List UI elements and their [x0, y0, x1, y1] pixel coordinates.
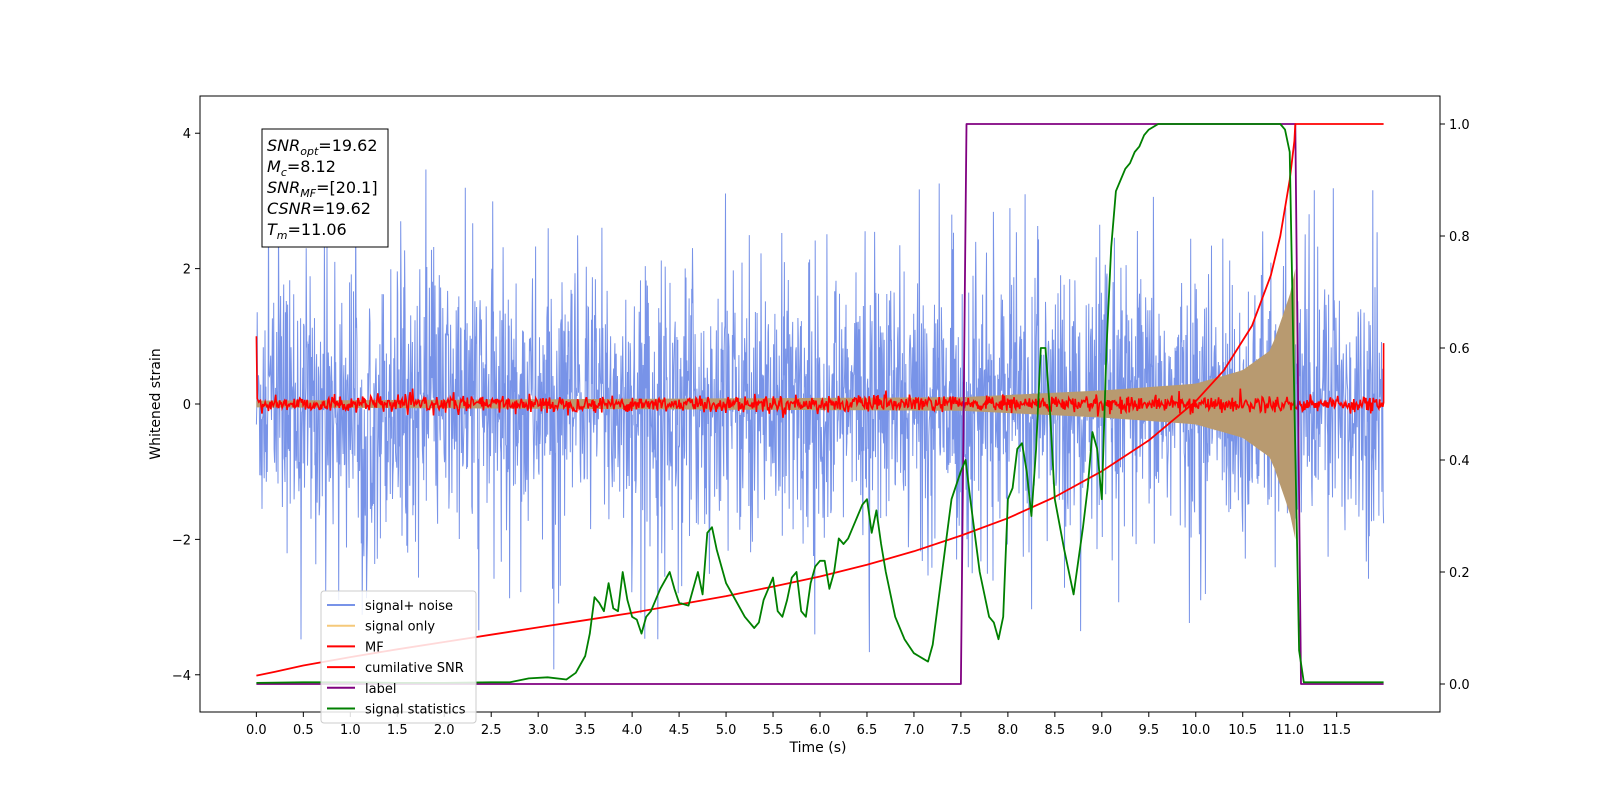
- y2-tick-label: 0.0: [1449, 678, 1470, 693]
- x-axis-label: Time (s): [789, 740, 847, 756]
- x-tick-label: 9.5: [1138, 723, 1159, 738]
- legend-item: signal+ noise: [327, 599, 453, 614]
- series-label-line: [256, 123, 1384, 685]
- y2-tick-label: 0.6: [1449, 342, 1470, 357]
- y2-tick-label: 0.8: [1449, 230, 1470, 245]
- y-tick-label: 2: [183, 263, 191, 278]
- x-tick-label: 3.0: [528, 723, 549, 738]
- series-signal-statistics-line: [256, 123, 1384, 684]
- y2-tick-label: 0.4: [1449, 454, 1470, 469]
- x-tick-label: 3.5: [575, 723, 596, 738]
- y-axis-right: 1.0 0.8 0.6 0.4 0.2 0.0: [1440, 118, 1470, 693]
- legend-label: MF: [365, 640, 384, 655]
- legend-item: signal statistics: [327, 703, 466, 718]
- annotation-line: Tm=11.06: [267, 220, 347, 242]
- x-tick-label: 10.5: [1228, 723, 1257, 738]
- annotation-line: SNRopt=19.62: [267, 136, 378, 158]
- x-tick-label: 5.0: [716, 723, 737, 738]
- x-tick-label: 4.0: [622, 723, 643, 738]
- series-mf-line: [255, 336, 1385, 418]
- x-tick-label: 7.0: [904, 723, 925, 738]
- annotation-line: Mc=8.12: [267, 157, 336, 179]
- y-axis-label: Whitened strain: [148, 348, 164, 459]
- legend: signal+ noise signal only MF cumilative SNR…: [320, 590, 477, 724]
- y-tick-label: 4: [183, 127, 191, 142]
- legend-label: signal statistics: [365, 703, 466, 718]
- legend-item: MF: [327, 640, 384, 655]
- x-tick-label: 2.5: [481, 723, 502, 738]
- x-tick-label: 8.0: [998, 723, 1019, 738]
- y2-tick-label: 0.2: [1449, 566, 1470, 581]
- x-tick-label: 4.5: [669, 723, 690, 738]
- x-tick-label: 2.0: [434, 723, 455, 738]
- x-axis: 0.0 0.5 1.0 1.5 2.0 2.5 3.0 3.5 4.0 4.5 5.0 5.5 6.0 6…: [246, 712, 1351, 738]
- annotation-line: SNRMF=[20.1]: [267, 178, 378, 200]
- annotation-line: CSNR=19.62: [267, 199, 371, 218]
- x-tick-label: 9.0: [1091, 723, 1112, 738]
- y-tick-label: −4: [172, 669, 191, 684]
- annotation-frame: [261, 128, 389, 248]
- y2-tick-label: 1.0: [1449, 118, 1470, 133]
- x-tick-label: 5.5: [763, 723, 784, 738]
- x-tick-label: 1.5: [387, 723, 408, 738]
- y-axis-left: 4 2 0 −2 −4: [172, 127, 200, 684]
- x-tick-label: 6.5: [857, 723, 878, 738]
- x-tick-label: 0.5: [293, 723, 314, 738]
- y-tick-label: −2: [172, 533, 191, 548]
- y-tick-label: 0: [183, 398, 191, 413]
- x-tick-label: 11.0: [1275, 723, 1304, 738]
- x-tick-label: 6.0: [810, 723, 831, 738]
- legend-label: cumilative SNR: [365, 661, 464, 676]
- annotation-box: SNRopt=19.62Mc=8.12SNRMF=[20.1]CSNR=19.6…: [261, 128, 389, 248]
- x-tick-label: 10.0: [1181, 723, 1210, 738]
- x-tick-label: 11.5: [1322, 723, 1351, 738]
- legend-label: label: [365, 682, 396, 697]
- legend-item: cumilative SNR: [327, 661, 464, 676]
- x-tick-label: 0.0: [246, 723, 267, 738]
- legend-item: signal only: [327, 620, 435, 635]
- legend-item: label: [327, 682, 396, 697]
- legend-label: signal+ noise: [365, 599, 453, 614]
- legend-frame: [320, 590, 477, 724]
- x-tick-label: 7.5: [951, 723, 972, 738]
- legend-label: signal only: [365, 620, 435, 635]
- x-tick-label: 1.0: [340, 723, 361, 738]
- x-tick-label: 8.5: [1045, 723, 1066, 738]
